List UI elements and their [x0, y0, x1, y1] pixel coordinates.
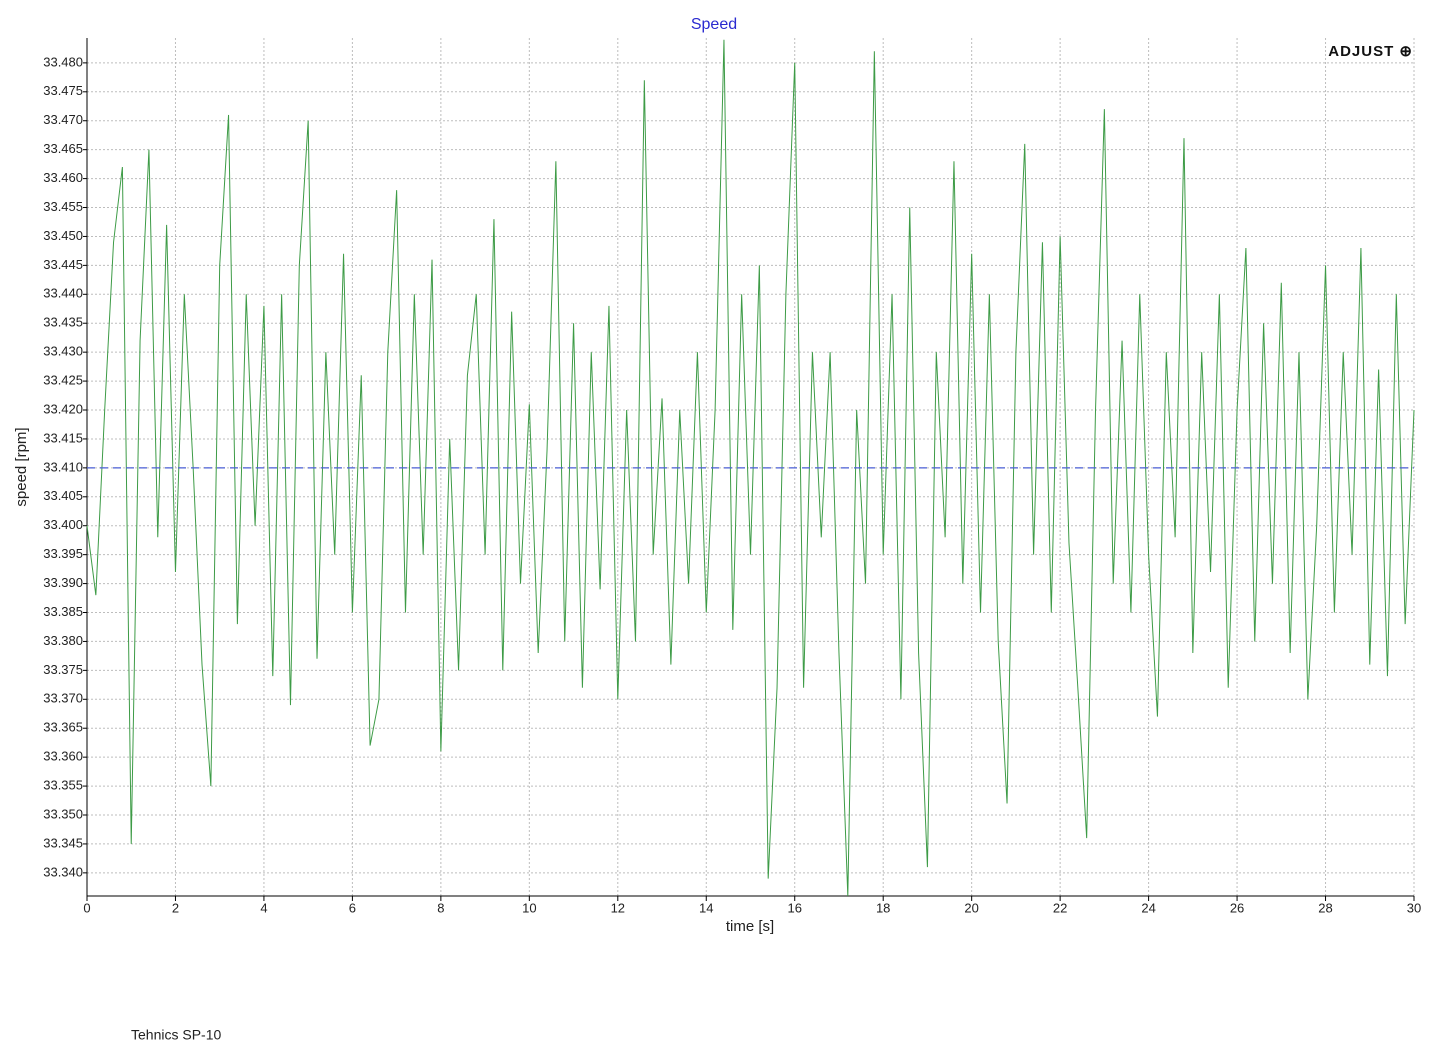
chart-title: Speed [691, 16, 737, 33]
y-tick-label: 33.390 [43, 575, 83, 590]
y-tick-label: 33.425 [43, 373, 83, 388]
y-tick-label: 33.405 [43, 488, 83, 503]
x-tick-label: 26 [1230, 900, 1244, 915]
x-axis-label: time [s] [726, 918, 774, 935]
x-tick-label: 10 [522, 900, 536, 915]
y-tick-label: 33.385 [43, 604, 83, 619]
x-tick-label: 16 [787, 900, 801, 915]
y-tick-label: 33.355 [43, 778, 83, 793]
y-tick-label: 33.340 [43, 864, 83, 879]
x-tick-label: 20 [964, 900, 978, 915]
x-tick-label: 14 [699, 900, 713, 915]
x-tick-label: 2 [172, 900, 179, 915]
y-tick-label: 33.360 [43, 749, 83, 764]
brand-logo: ADJUST ⊕ [1328, 43, 1413, 60]
y-tick-label: 33.375 [43, 662, 83, 677]
x-tick-label: 0 [83, 900, 90, 915]
y-tick-label: 33.420 [43, 401, 83, 416]
x-tick-label: 28 [1318, 900, 1332, 915]
y-tick-label: 33.350 [43, 806, 83, 821]
data-line [86, 39, 1415, 897]
x-tick-label: 12 [611, 900, 625, 915]
y-tick-label: 33.465 [43, 141, 83, 156]
y-tick-label: 33.365 [43, 720, 83, 735]
y-tick-label: 33.455 [43, 199, 83, 214]
x-tick-label: 6 [349, 900, 356, 915]
y-tick-label: 33.440 [43, 286, 83, 301]
y-tick-label: 33.470 [43, 112, 83, 127]
y-tick-label: 33.410 [43, 459, 83, 474]
x-tick-label: 24 [1141, 900, 1155, 915]
y-tick-label: 33.400 [43, 517, 83, 532]
x-tick-label: 30 [1407, 900, 1421, 915]
y-tick-label: 33.435 [43, 315, 83, 330]
y-axis-label: speed [rpm] [13, 427, 30, 506]
y-tick-label: 33.380 [43, 633, 83, 648]
y-tick-label: 33.415 [43, 430, 83, 445]
y-tick-label: 33.475 [43, 83, 83, 98]
x-tick-label: 18 [876, 900, 890, 915]
y-tick-label: 33.460 [43, 170, 83, 185]
y-tick-label: 33.445 [43, 257, 83, 272]
footer-text: Tehnics SP-10 [131, 1027, 221, 1043]
y-tick-label: 33.450 [43, 228, 83, 243]
y-tick-label: 33.370 [43, 691, 83, 706]
y-tick-label: 33.395 [43, 546, 83, 561]
y-tick-label: 33.345 [43, 835, 83, 850]
x-tick-label: 22 [1053, 900, 1067, 915]
x-tick-label: 4 [260, 900, 267, 915]
y-tick-label: 33.430 [43, 344, 83, 359]
y-tick-label: 33.480 [43, 54, 83, 69]
x-tick-label: 8 [437, 900, 444, 915]
